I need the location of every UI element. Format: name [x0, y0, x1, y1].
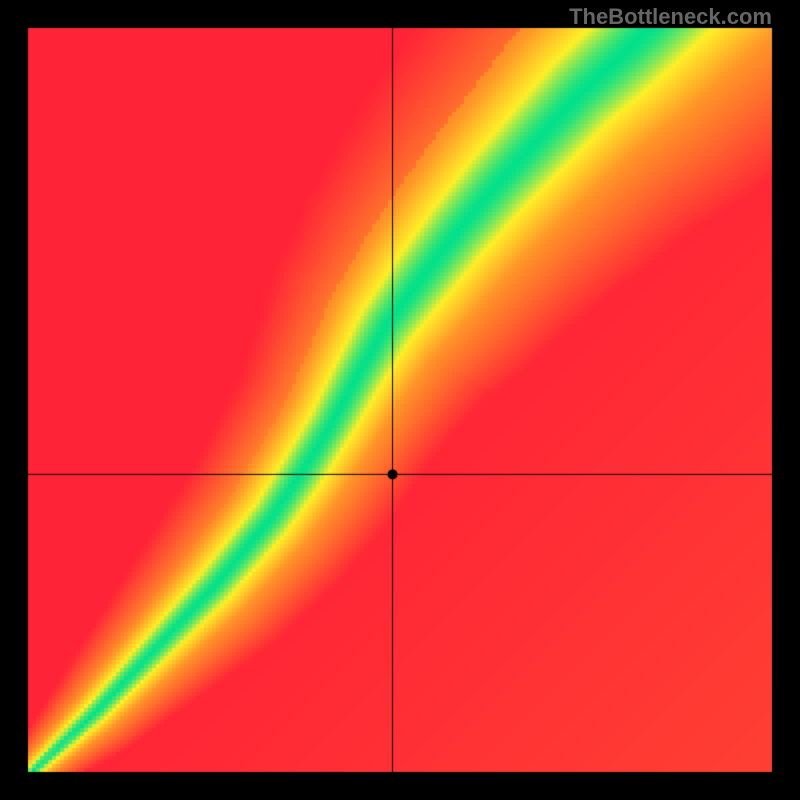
watermark-text: TheBottleneck.com: [569, 4, 772, 30]
bottleneck-heatmap-canvas: [0, 0, 800, 800]
chart-container: TheBottleneck.com: [0, 0, 800, 800]
